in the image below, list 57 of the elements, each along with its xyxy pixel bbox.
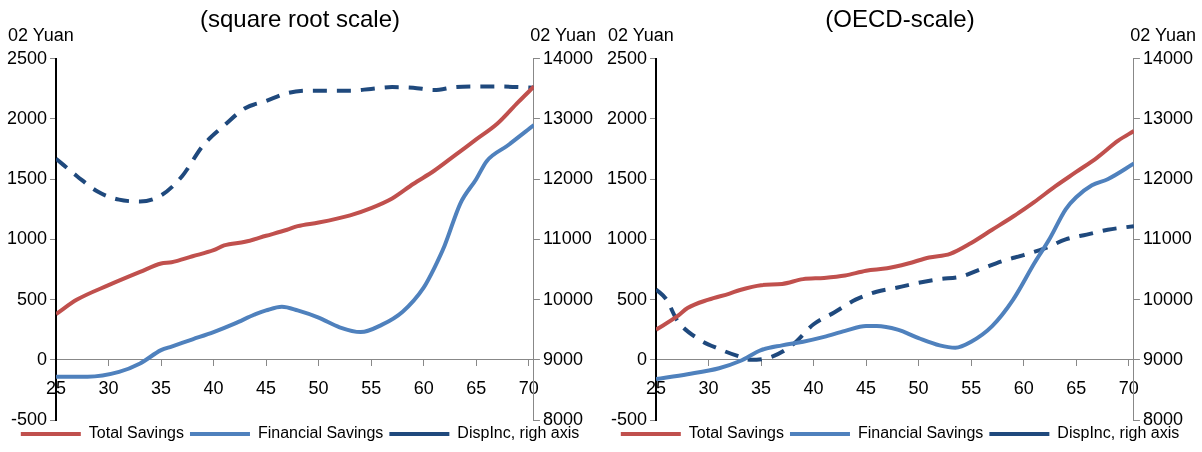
- x-tick-label: 60: [413, 377, 434, 398]
- y-tick-label: 1000: [7, 228, 48, 249]
- x-tick-label: 70: [1118, 377, 1139, 398]
- y2-tick-label: 11000: [1142, 228, 1192, 249]
- y-tick-label: 500: [17, 288, 48, 309]
- y-tick-label: 2500: [7, 47, 48, 68]
- x-tick-label: 35: [751, 377, 772, 398]
- y2-tick-label: 14000: [542, 47, 594, 68]
- x-tick-label: 40: [203, 377, 224, 398]
- y2-tick-label: 11000: [542, 228, 592, 249]
- y2-tick-label: 12000: [1142, 168, 1194, 189]
- x-tick-label: 30: [698, 377, 719, 398]
- y2-tick-label: 14000: [1142, 47, 1194, 68]
- y-tick-label: 0: [637, 348, 648, 369]
- y-tick-label: 1000: [607, 228, 648, 249]
- y-tick-label: 2500: [607, 47, 648, 68]
- y-tick-label: 2000: [607, 107, 648, 128]
- y2-tick-label: 10000: [1142, 288, 1194, 309]
- y-tick-label: 1500: [7, 168, 48, 189]
- y-tick-label: 2000: [7, 107, 48, 128]
- line-series: [56, 84, 534, 317]
- y2-tick-label: 13000: [542, 107, 594, 128]
- line-series: [56, 84, 534, 204]
- line-series: [656, 129, 1134, 332]
- x-tick-label: 65: [466, 377, 487, 398]
- x-tick-label: 55: [361, 377, 382, 398]
- legend-label: Financial Savings: [857, 424, 984, 442]
- x-tick-label: 50: [308, 377, 329, 398]
- x-tick-label: 45: [256, 377, 277, 398]
- x-tick-label: 55: [961, 377, 982, 398]
- x-tick-label: 65: [1066, 377, 1087, 398]
- y2-axis-title: 02 Yuan: [530, 24, 596, 45]
- legend-label: Financial Savings: [257, 424, 384, 442]
- y2-tick-label: 9000: [1142, 348, 1183, 369]
- x-tick-label: 60: [1013, 377, 1034, 398]
- y-tick-label: 500: [617, 288, 648, 309]
- legend-label: Total Savings: [688, 424, 784, 442]
- x-tick-label: 45: [856, 377, 877, 398]
- legend-label: Total Savings: [88, 424, 184, 442]
- chart-title: (square root scale): [199, 5, 401, 33]
- x-tick-label: 50: [908, 377, 929, 398]
- y-tick-label: 0: [37, 348, 48, 369]
- x-tick-label: 30: [98, 377, 119, 398]
- y2-tick-label: 12000: [542, 168, 594, 189]
- x-tick-label: 70: [518, 377, 539, 398]
- x-tick-label: 40: [803, 377, 824, 398]
- y2-axis-title: 02 Yuan: [1130, 24, 1196, 45]
- y-axis-title: 02 Yuan: [8, 24, 74, 45]
- y-tick-label: -500: [611, 408, 648, 429]
- y-axis-title: 02 Yuan: [608, 24, 674, 45]
- y2-tick-label: 13000: [1142, 107, 1194, 128]
- chart-title: (OECD-scale): [825, 5, 975, 33]
- y2-tick-label: 9000: [542, 348, 583, 369]
- y2-tick-label: 10000: [542, 288, 594, 309]
- y-tick-label: -500: [11, 408, 48, 429]
- x-tick-label: 35: [151, 377, 172, 398]
- y-tick-label: 1500: [607, 168, 648, 189]
